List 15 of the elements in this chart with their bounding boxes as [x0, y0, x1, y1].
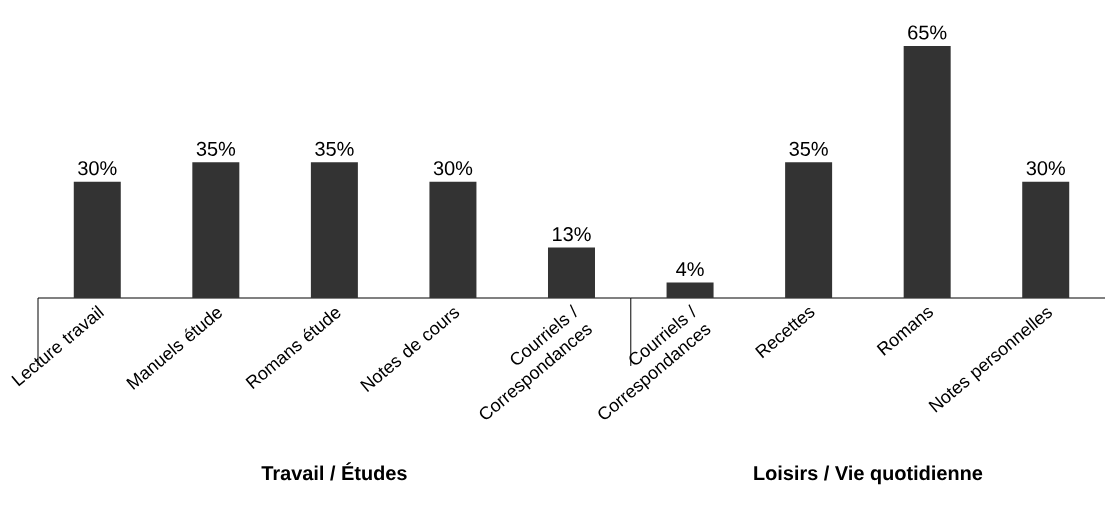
x-axis-title: Loisirs / Vie quotidienne	[754, 465, 983, 485]
data-label: 30%	[1026, 161, 1065, 176]
data-label: 65%	[908, 25, 947, 40]
bar	[903, 45, 951, 298]
bar	[785, 162, 833, 298]
data-label: 13%	[553, 227, 591, 242]
data-label: 35%	[196, 141, 236, 156]
x-axis-title: Travail / Études	[261, 462, 407, 481]
data-label: 35%	[789, 141, 828, 156]
bar	[666, 282, 714, 298]
bar	[1022, 181, 1070, 298]
data-label: 4%	[676, 262, 704, 277]
data-label: 35%	[315, 141, 354, 156]
data-label: 30%	[78, 161, 117, 176]
data-label: 30%	[433, 161, 473, 176]
